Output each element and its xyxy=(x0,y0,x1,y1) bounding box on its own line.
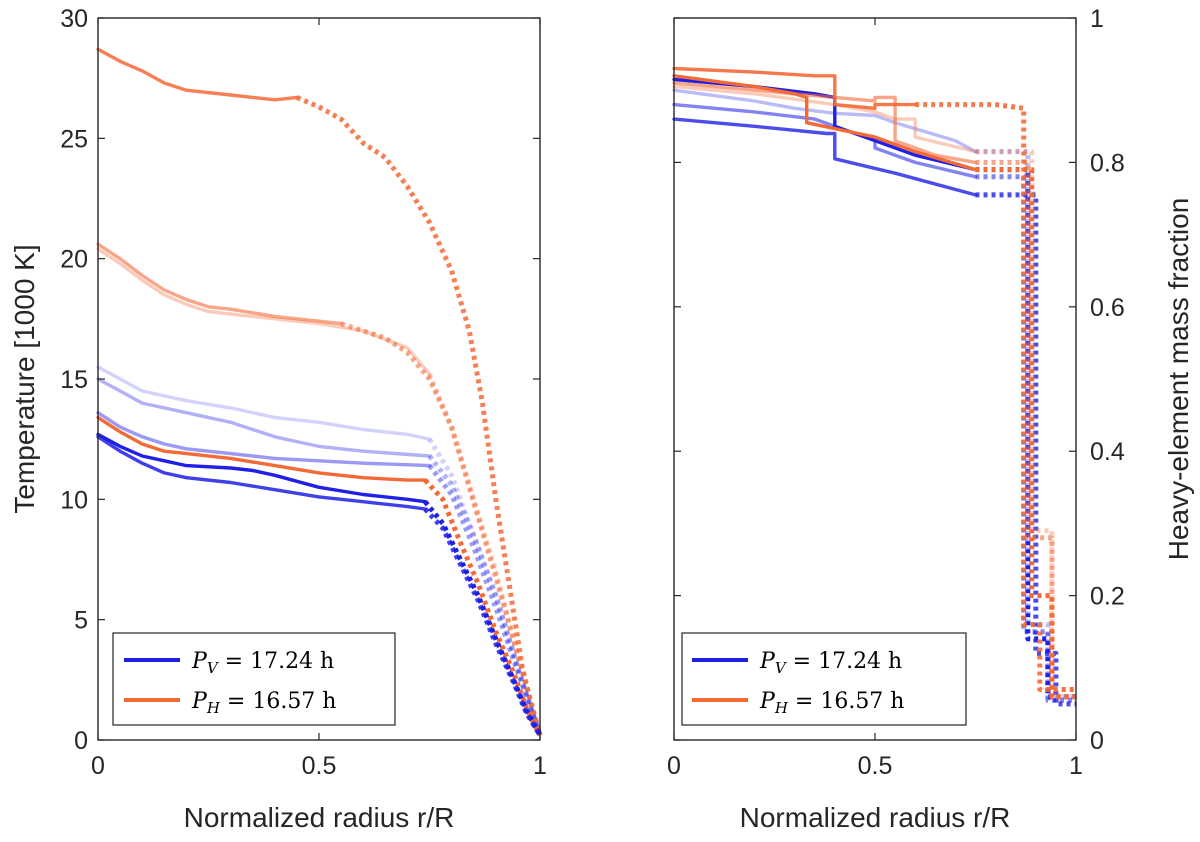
series-7-solid-line xyxy=(672,74,978,172)
y-tick-label: 1 xyxy=(1090,5,1104,33)
plot-area xyxy=(674,18,1076,740)
series-6-solid-line xyxy=(96,415,427,482)
series-7-dotted-line xyxy=(423,500,543,737)
series-0-solid-line xyxy=(672,88,978,154)
y-tick-label: 25 xyxy=(60,125,88,153)
y-axis-label: Heavy-element mass fraction xyxy=(1163,198,1194,561)
series-4-solid-line xyxy=(96,377,432,458)
y-tick-label: 0 xyxy=(74,727,88,755)
series-6-solid-line xyxy=(672,66,917,111)
y-tick-label: 15 xyxy=(60,366,88,394)
series-layer xyxy=(672,66,1076,707)
x-axis-label: Normalized radius r/R xyxy=(184,802,455,833)
series-4-solid-line xyxy=(672,84,978,154)
series-1-dotted-line xyxy=(340,321,543,736)
legend-label-ph: PH = 16.57 h xyxy=(759,689,904,717)
x-tick-label: 0 xyxy=(91,752,105,780)
y-axis-label: Temperature [1000 K] xyxy=(9,244,40,513)
y-tick-label: 0 xyxy=(1090,727,1104,755)
series-4-dotted-line xyxy=(427,454,543,736)
x-tick-label: 1 xyxy=(1069,752,1083,780)
series-0-solid-line xyxy=(96,47,299,102)
series-6-dotted-line xyxy=(915,102,1076,692)
legend: PV = 17.24 h PH = 16.57 h xyxy=(681,632,967,726)
ticks-layer: 0 0.5 100.20.40.60.81 xyxy=(667,5,1125,780)
y-tick-label: 0.4 xyxy=(1090,438,1125,466)
series-8-dotted-line xyxy=(423,507,543,737)
plot-area xyxy=(98,18,540,740)
series-5-dotted-line xyxy=(975,159,1076,700)
x-tick-label: 0.5 xyxy=(302,752,337,780)
x-tick-label: 1 xyxy=(533,752,547,780)
y-tick-label: 0.2 xyxy=(1090,583,1125,611)
y-tick-label: 0.6 xyxy=(1090,294,1125,322)
legend-label-pv: PV = 17.24 h xyxy=(759,649,902,677)
series-8-solid-line xyxy=(96,435,427,511)
series-3-solid-line xyxy=(96,365,432,441)
series-6-dotted-line xyxy=(423,478,543,737)
series-2-solid-line xyxy=(672,117,978,197)
y-tick-label: 10 xyxy=(60,486,88,514)
legend-label-ph: PH = 16.57 h xyxy=(191,689,336,717)
y-tick-label: 5 xyxy=(74,607,88,635)
legend-box xyxy=(681,632,967,726)
series-7-solid-line xyxy=(96,432,427,504)
legend-box xyxy=(112,632,396,726)
y-tick-label: 20 xyxy=(60,246,88,274)
x-tick-label: 0 xyxy=(667,752,681,780)
heavy-element-panel: 0 0.5 100.20.40.60.81 Normalized radius r/… xyxy=(667,5,1194,833)
x-tick-label: 0.5 xyxy=(858,752,893,780)
y-tick-label: 30 xyxy=(60,5,88,33)
y-tick-label: 0.8 xyxy=(1090,149,1125,177)
series-2-solid-line xyxy=(96,247,432,376)
series-3-dotted-line xyxy=(427,437,543,736)
series-0-dotted-line xyxy=(975,149,1076,700)
legend-label-pv: PV = 17.24 h xyxy=(191,649,334,677)
series-layer xyxy=(96,47,543,737)
x-axis-label: Normalized radius r/R xyxy=(740,802,1011,833)
series-5-solid-line xyxy=(96,411,432,468)
series-1-solid-line xyxy=(96,242,343,326)
legend: PV = 17.24 h PH = 16.57 h xyxy=(112,632,396,726)
series-2-dotted-line xyxy=(427,373,543,736)
